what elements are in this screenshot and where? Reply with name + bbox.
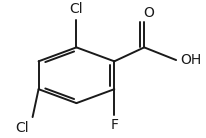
Text: OH: OH xyxy=(180,53,201,67)
Text: Cl: Cl xyxy=(15,121,29,135)
Text: Cl: Cl xyxy=(70,2,83,16)
Text: O: O xyxy=(143,6,154,19)
Text: F: F xyxy=(110,118,118,132)
